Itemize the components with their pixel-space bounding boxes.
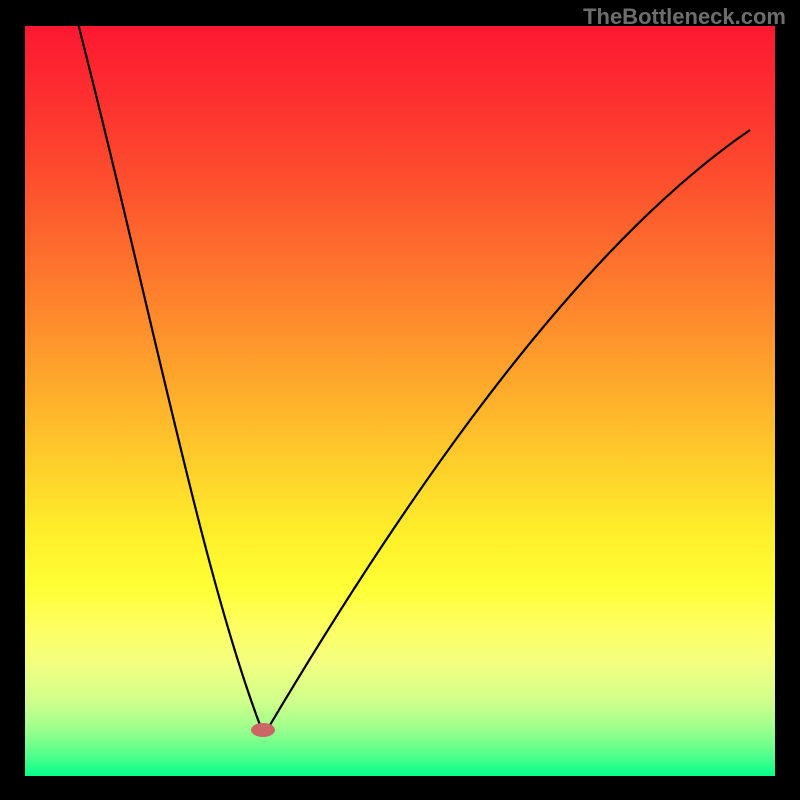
plot-area	[25, 26, 775, 776]
chart-container: TheBottleneck.com	[0, 0, 800, 800]
watermark-text: TheBottleneck.com	[583, 4, 786, 30]
